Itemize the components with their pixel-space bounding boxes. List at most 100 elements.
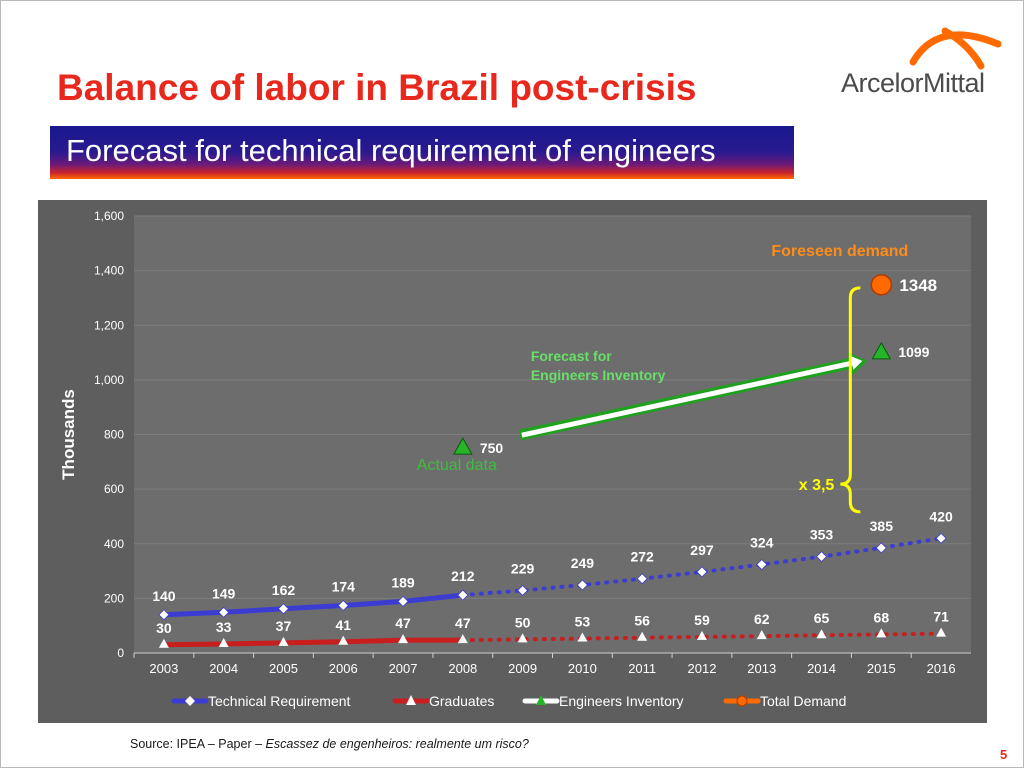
y-tick-label: 0 [117,646,124,660]
legend-label: Graduates [429,693,494,709]
data-label: 420 [929,508,953,524]
inventory-actual-value: 750 [480,440,504,456]
inventory-point-triangle [452,437,473,455]
x-tick-label: 2007 [389,661,418,676]
data-label: 53 [575,614,591,630]
y-tick-label: 1,400 [94,264,124,278]
legend-marker [406,695,416,705]
data-point-triangle [457,634,468,644]
data-label: 65 [814,610,830,626]
data-label: 59 [694,612,710,628]
data-label: 56 [634,613,650,629]
data-point-diamond [576,579,588,591]
data-label: 47 [455,615,471,631]
data-label: 71 [933,609,949,625]
forecast-arrow-core [521,360,854,438]
data-label: 37 [276,618,292,634]
legend-marker [185,696,195,706]
data-label: 140 [152,588,176,604]
data-point-diamond [277,603,290,615]
data-point-diamond [935,532,947,544]
y-tick-label: 1,000 [94,373,124,387]
x-tick-label: 2015 [867,661,896,676]
data-label: 62 [754,611,770,627]
data-point-diamond [636,573,648,585]
legend-marker [736,695,748,707]
data-point-diamond [517,584,529,597]
data-label: 30 [156,620,172,636]
data-label: 162 [272,582,296,598]
data-point-triangle [756,630,767,640]
data-label: 68 [874,609,890,625]
foreseen-demand-label: Foreseen demand [771,243,908,260]
y-tick-label: 1,600 [94,209,124,223]
x-tick-label: 2005 [269,661,298,676]
subtitle-text: Forecast for technical requirement of en… [66,133,716,168]
legend-marker [536,695,546,705]
y-tick-label: 600 [104,482,124,496]
forecast-label-line1: Forecast for [531,348,612,364]
total-demand-point [870,274,893,296]
x-tick-label: 2013 [747,661,776,676]
data-label: 249 [571,555,595,571]
total-demand-value: 1348 [899,276,937,295]
ratio-label: x 3,5 [799,477,835,494]
data-label: 212 [451,568,475,584]
data-point-triangle [876,628,887,638]
data-label: 324 [750,535,774,551]
data-label: 297 [690,542,714,558]
data-label: 353 [810,527,834,543]
y-tick-label: 800 [104,428,124,442]
inventory-forecast-value: 1099 [898,344,929,360]
source-title: Escassez de engenheiros: realmente um ri… [265,737,529,751]
x-tick-label: 2008 [448,661,477,676]
data-point-triangle [577,632,588,642]
data-label: 189 [391,574,415,590]
actual-data-label: Actual data [417,457,497,474]
data-point-triangle [158,638,169,648]
subtitle-banner: Forecast for technical requirement of en… [50,126,794,179]
data-label: 47 [395,615,411,631]
slide-title: Balance of labor in Brazil post-crisis [57,67,697,108]
y-tick-label: 200 [104,591,124,605]
x-tick-label: 2014 [807,661,836,676]
data-label: 41 [335,617,351,633]
inventory-point-triangle [871,341,892,360]
company-logo: ArcelorMittal [833,22,1003,102]
data-point-triangle [278,636,289,646]
source-prefix: Source: IPEA – Paper – [130,737,266,751]
data-label: 385 [870,518,894,534]
legend-label: Technical Requirement [208,693,351,709]
page-number: 5 [1000,747,1008,762]
source-note: Source: IPEA – Paper – Escassez de engen… [130,737,529,751]
data-point-triangle [637,631,648,641]
data-point-diamond [756,558,768,571]
data-point-diamond [457,589,469,601]
x-tick-label: 2016 [927,661,956,676]
data-point-diamond [337,599,349,612]
data-point-diamond [875,542,887,554]
legend-label: Engineers Inventory [559,693,684,709]
data-point-diamond [696,566,708,578]
x-tick-label: 2004 [209,661,238,676]
series-line-actual [161,637,466,648]
data-point-triangle [816,629,827,639]
legend-label: Total Demand [760,693,846,709]
data-point-triangle [218,637,229,647]
forecast-label-line2: Engineers Inventory [531,367,666,383]
x-tick-label: 2009 [508,661,537,676]
data-point-triangle [696,630,707,640]
line-chart: 0 200 400 600 800 1,000 1,200 1,400 1,600 2003 200… [59,209,971,709]
series-line-forecast [460,536,944,598]
data-point-triangle [398,634,409,644]
series-line-forecast [460,631,944,643]
data-label: 174 [332,578,356,594]
data-label: 33 [216,619,232,635]
data-point-diamond [218,606,230,618]
data-point-triangle [936,627,947,637]
forecast-arrowhead-core [850,355,863,370]
data-label: 229 [511,560,535,576]
y-tick-label: 1,200 [94,318,124,332]
data-point-triangle [517,633,528,643]
x-tick-label: 2003 [149,661,178,676]
